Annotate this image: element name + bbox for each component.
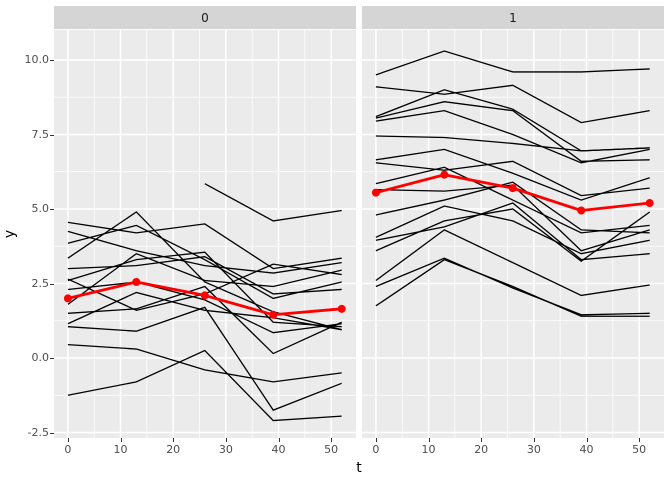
y-tick-label: 10.0 xyxy=(24,53,50,66)
y-tick-mark xyxy=(50,432,54,434)
x-tick-mark xyxy=(533,438,535,442)
mean-point xyxy=(440,170,449,179)
y-tick-mark xyxy=(50,283,54,285)
x-tick-mark xyxy=(481,438,483,442)
facet-panel-0 xyxy=(54,30,356,438)
subject-line xyxy=(375,166,650,234)
mean-point xyxy=(645,199,654,208)
y-tick-label: 0.0 xyxy=(31,351,50,364)
subject-line xyxy=(375,135,650,152)
x-tick-mark xyxy=(67,438,69,442)
y-tick-mark xyxy=(50,209,54,210)
mean-point xyxy=(371,188,380,197)
x-tick-mark xyxy=(225,438,227,442)
x-tick-mark xyxy=(120,438,122,442)
subject-line xyxy=(67,252,342,305)
x-tick-mark xyxy=(639,438,641,442)
mean-point xyxy=(508,184,517,193)
subject-line xyxy=(375,89,650,152)
subject-line xyxy=(67,291,342,331)
facet-panel-1 xyxy=(362,30,664,438)
mean-point xyxy=(63,294,72,303)
x-tick-label: 10 xyxy=(113,443,128,456)
x-tick-label: 0 xyxy=(64,443,72,456)
subject-line xyxy=(67,230,342,274)
mean-point xyxy=(132,278,141,287)
facet-strip-1: 1 xyxy=(362,6,664,29)
subject-line xyxy=(67,285,342,355)
x-tick-label: 50 xyxy=(632,443,647,456)
y-axis-title: y xyxy=(2,229,19,239)
y-tick-mark xyxy=(50,358,54,359)
x-tick-label: 20 xyxy=(474,443,489,456)
x-tick-label: 30 xyxy=(526,443,541,456)
x-tick-mark xyxy=(375,438,377,442)
subject-line xyxy=(67,349,342,422)
x-tick-label: 40 xyxy=(579,443,594,456)
y-tick-mark xyxy=(50,60,54,61)
y-tick-mark xyxy=(50,134,54,136)
subject-line xyxy=(67,343,342,383)
x-tick-label: 40 xyxy=(271,443,286,456)
x-tick-label: 20 xyxy=(166,443,181,456)
facet-strip-label-0: 0 xyxy=(201,10,209,25)
mean-point xyxy=(337,304,346,313)
subject-line xyxy=(375,229,650,297)
x-tick-mark xyxy=(586,438,588,442)
mean-point xyxy=(200,291,209,300)
subject-line xyxy=(67,251,342,328)
x-tick-mark xyxy=(331,438,333,442)
subject-line xyxy=(375,160,650,197)
subject-line xyxy=(67,281,342,334)
x-tick-label: 30 xyxy=(218,443,233,456)
subject-line xyxy=(67,306,342,411)
facet-strip-0: 0 xyxy=(54,6,356,29)
subject-line xyxy=(375,50,650,76)
x-tick-label: 0 xyxy=(372,443,380,456)
x-axis-title: t xyxy=(356,460,362,476)
subject-line xyxy=(375,109,650,164)
x-tick-mark xyxy=(173,438,175,442)
subject-line xyxy=(375,205,650,255)
y-tick-label: 5.0 xyxy=(31,202,50,215)
facet-strip-label-1: 1 xyxy=(509,10,517,25)
subject-line xyxy=(375,257,650,316)
subject-line xyxy=(67,211,342,331)
mean-point xyxy=(577,206,586,215)
y-tick-label: 7.5 xyxy=(31,127,50,141)
subject-line xyxy=(375,101,650,162)
subject-line xyxy=(375,258,650,317)
x-tick-label: 50 xyxy=(324,443,339,456)
mean-point xyxy=(269,310,278,319)
x-tick-mark xyxy=(428,438,430,442)
subject-line xyxy=(67,221,342,270)
y-tick-label: 2.5 xyxy=(31,276,50,290)
subject-line xyxy=(375,181,650,234)
y-tick-label: -2.5 xyxy=(27,425,49,439)
subject-line xyxy=(375,84,650,124)
subject-line xyxy=(375,208,651,262)
x-tick-label: 10 xyxy=(421,443,436,456)
subject-line xyxy=(204,183,342,222)
x-tick-mark xyxy=(278,438,280,442)
